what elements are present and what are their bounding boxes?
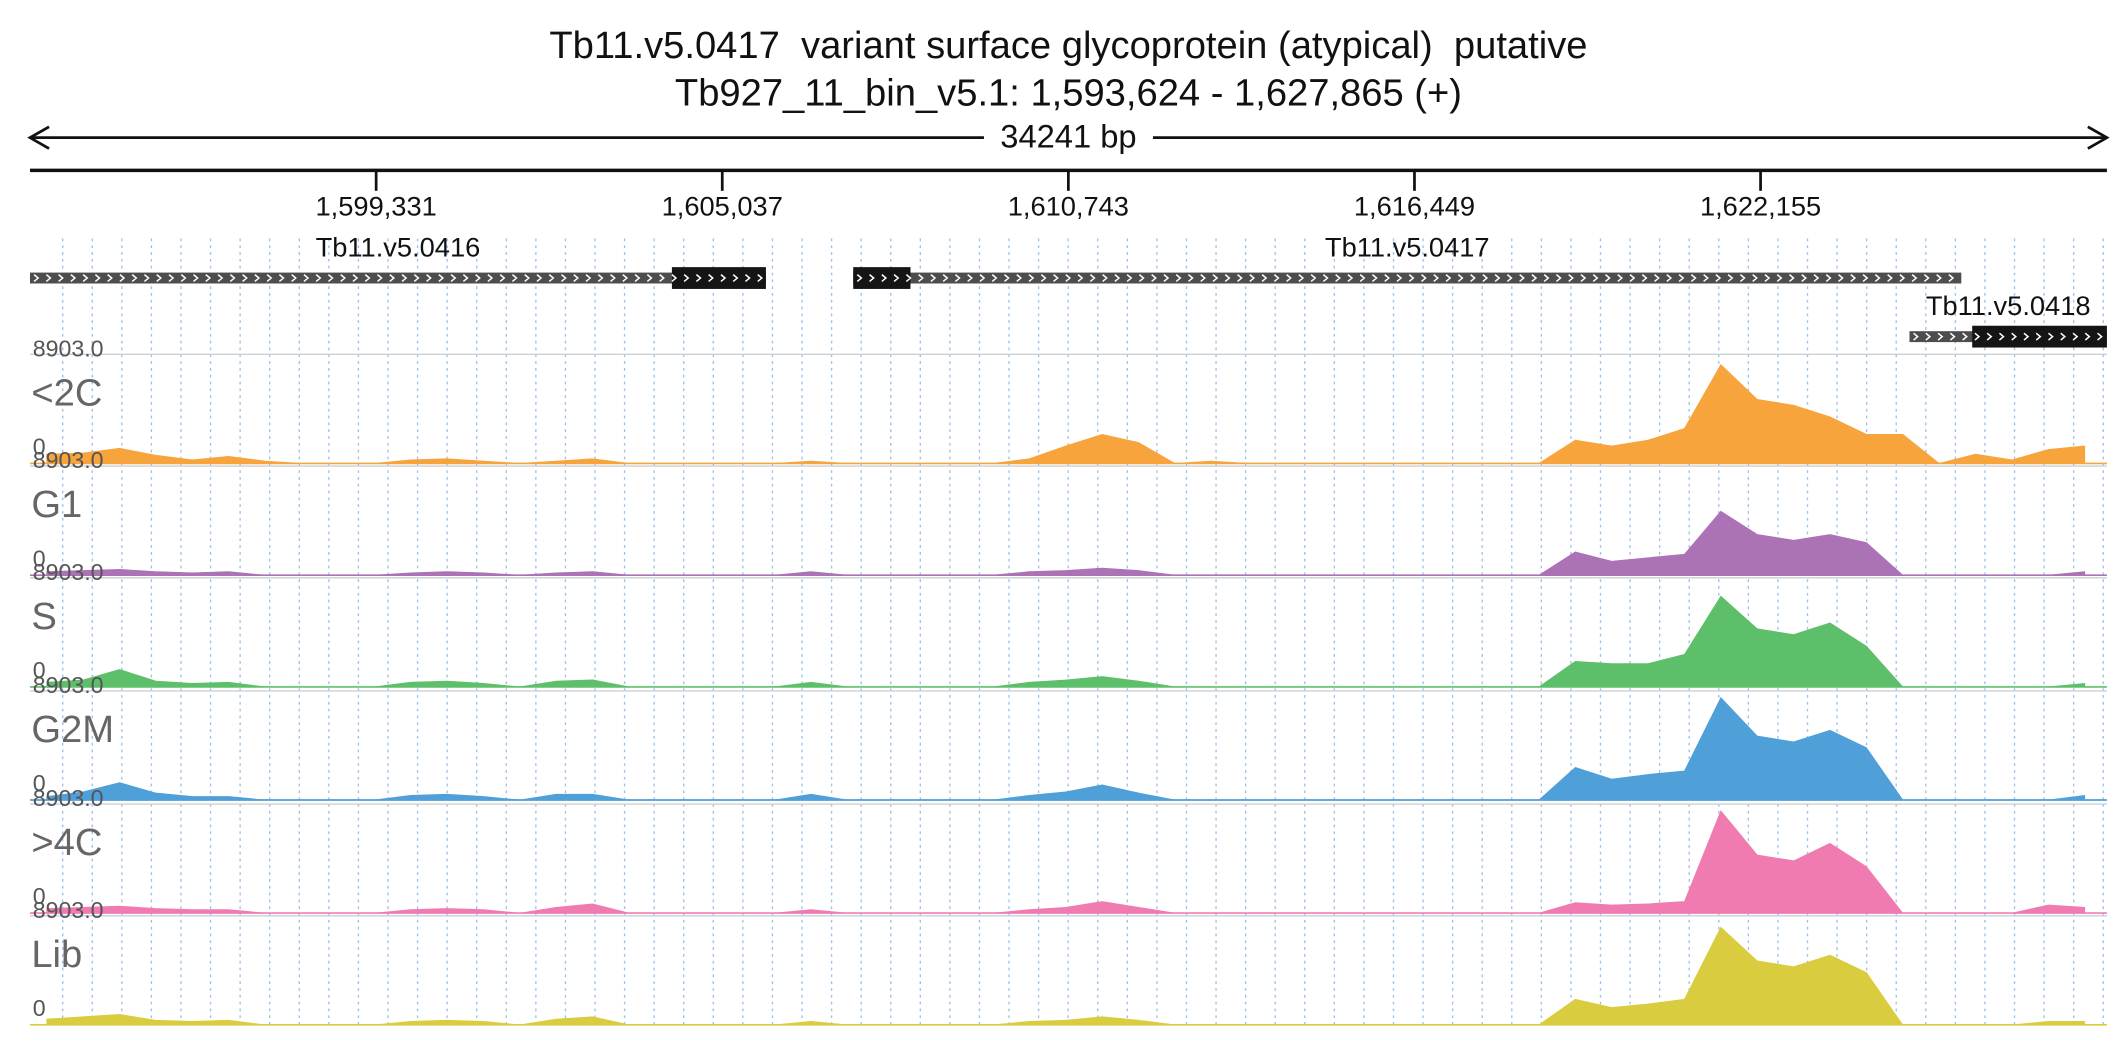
- gene-cds: [853, 267, 911, 289]
- x-tick-label: 1,616,449: [1354, 191, 1475, 222]
- gene-label: Tb11.v5.0418: [1926, 290, 2091, 321]
- strand-arrows: [856, 274, 1955, 283]
- track-name: Lib: [31, 933, 82, 976]
- y-tick-label: 0: [33, 995, 46, 1021]
- strand-arrows: [33, 274, 763, 283]
- x-tick-label: 1,610,743: [1008, 191, 1129, 222]
- gene-label: Tb11.v5.0416: [316, 232, 481, 263]
- y-tick-label: 8903.0: [33, 559, 104, 585]
- y-tick-label: 0: [33, 770, 46, 796]
- gene-body: [853, 272, 1962, 284]
- y-tick-label: 8903.0: [33, 335, 104, 361]
- x-tick-label: 1,605,037: [662, 191, 783, 222]
- track-name: S: [31, 595, 56, 638]
- y-tick-label: 0: [33, 545, 46, 571]
- y-tick-label: 8903.0: [33, 672, 104, 698]
- strand-arrows: [1913, 332, 2103, 341]
- y-tick-label: 0: [33, 434, 46, 460]
- y-tick-label: 8903.0: [33, 785, 104, 811]
- gene-cds: [671, 267, 766, 289]
- x-tick-label: 1,599,331: [316, 191, 437, 222]
- span-label-bg: [983, 119, 1153, 156]
- track-name: <2C: [31, 371, 102, 414]
- y-tick-label: 0: [33, 883, 46, 909]
- track-name: G2M: [31, 708, 114, 751]
- y-tick-label: 8903.0: [33, 897, 104, 923]
- chart-title: Tb11.v5.0417 variant surface glycoprotei…: [549, 24, 1587, 67]
- track-name: G1: [31, 483, 82, 526]
- chart-subtitle: Tb927_11_bin_v5.1: 1,593,624 - 1,627,865…: [675, 71, 1462, 114]
- span-label: 34241 bp: [1000, 118, 1136, 155]
- span-arrows: [27, 125, 2110, 150]
- y-tick-label: 0: [33, 657, 46, 683]
- x-tick-label: 1,622,155: [1700, 191, 1821, 222]
- gene-body: [29, 272, 766, 284]
- gene-label: Tb11.v5.0417: [1325, 232, 1490, 263]
- track-name: >4C: [31, 821, 102, 864]
- y-tick-label: 8903.0: [33, 447, 104, 473]
